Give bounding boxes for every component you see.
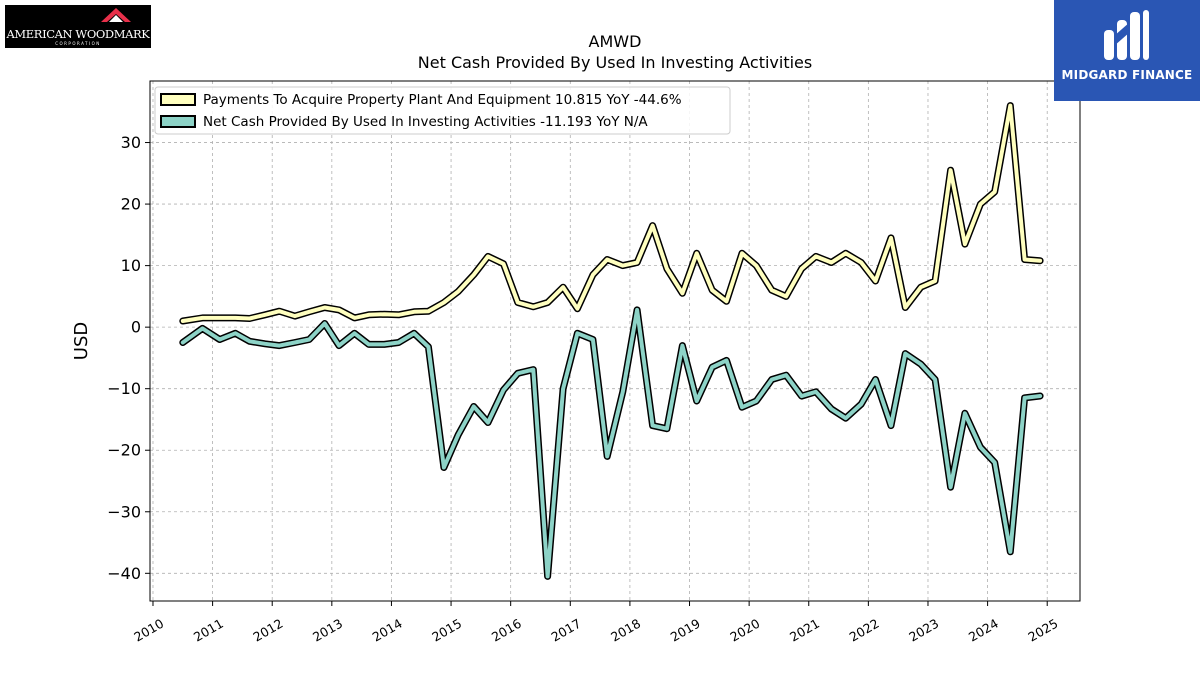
legend: Payments To Acquire Property Plant And E… <box>155 87 730 134</box>
company-logo-subtext: CORPORATION <box>5 41 151 46</box>
company-logo: AMERICAN WOODMARK CORPORATION <box>5 5 151 48</box>
legend-label-payments: Payments To Acquire Property Plant And E… <box>203 92 682 108</box>
x-tick-label: 2010 <box>131 616 166 645</box>
x-tick-label: 2018 <box>608 616 643 645</box>
y-tick-label: −20 <box>107 441 141 460</box>
legend-label-net-cash: Net Cash Provided By Used In Investing A… <box>203 114 648 130</box>
y-tick-label: −30 <box>107 502 141 521</box>
chart-subtitle: Net Cash Provided By Used In Investing A… <box>418 53 812 72</box>
y-axis-label: USD <box>71 322 92 360</box>
series-line-1 <box>183 310 1040 577</box>
x-tick-label: 2017 <box>549 616 584 645</box>
y-tick-label: −40 <box>107 564 141 583</box>
y-tick-label: 0 <box>131 318 141 337</box>
x-tick-label: 2024 <box>966 616 1001 645</box>
roof-icon <box>101 8 131 26</box>
x-tick-label: 2019 <box>668 616 703 645</box>
chart: AMWD Net Cash Provided By Used In Invest… <box>0 0 1200 675</box>
legend-swatch-net-cash <box>161 116 195 127</box>
x-tick-label: 2012 <box>250 616 285 645</box>
x-tick-label: 2020 <box>727 616 762 645</box>
y-tick-label: −10 <box>107 379 141 398</box>
brand-name: MIDGARD FINANCE <box>1054 68 1200 82</box>
x-tick-label: 2021 <box>787 616 822 645</box>
y-tick-label: 20 <box>121 195 141 214</box>
legend-swatch-payments <box>161 94 195 105</box>
y-tick-label: 10 <box>121 256 141 275</box>
x-tick-label: 2023 <box>906 616 941 645</box>
chart-title: AMWD <box>589 32 642 51</box>
series-outline-0 <box>183 106 1040 321</box>
x-tick-label: 2016 <box>489 616 524 645</box>
x-tick-label: 2022 <box>847 616 882 645</box>
x-tick-label: 2015 <box>429 616 464 645</box>
company-logo-text: AMERICAN WOODMARK <box>5 27 151 41</box>
brand-logo[interactable]: MIDGARD FINANCE <box>1054 0 1200 101</box>
midgard-m-icon <box>1054 0 1200 70</box>
x-tick-label: 2013 <box>310 616 345 645</box>
x-tick-label: 2025 <box>1025 616 1060 645</box>
x-tick-label: 2014 <box>370 616 405 645</box>
x-tick-label: 2011 <box>191 616 226 645</box>
series-lines <box>183 106 1040 577</box>
series-line-0 <box>183 106 1040 321</box>
y-tick-label: 30 <box>121 133 141 152</box>
